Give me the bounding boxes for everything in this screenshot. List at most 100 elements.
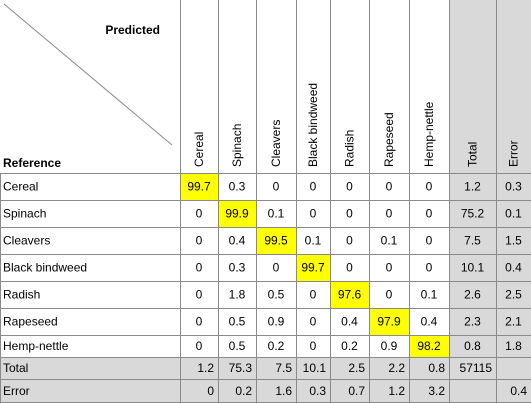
cell-bg-r0-c7 [449, 173, 496, 200]
col-header-3: Black bindweed [306, 83, 320, 167]
row-label-8: Error [3, 384, 30, 398]
cell-bg-r4-c7 [449, 281, 496, 308]
cell-bg-r1-c7 [449, 200, 496, 227]
cell-bg-r4-c8 [496, 281, 531, 308]
row-label-1: Spinach [3, 207, 46, 221]
cell-value-r8-c4: 0.7 [348, 384, 365, 398]
cell-bg-r3-c3 [296, 254, 330, 281]
cell-value-r1-c3: 0 [310, 207, 317, 221]
cell-bg-r6-c6 [409, 335, 449, 357]
row-label-bg-7 [0, 357, 180, 379]
row-label-4: Radish [3, 288, 40, 302]
cell-bg-r6-c8 [496, 335, 531, 357]
cell-value-r6-c8: 1.8 [505, 339, 522, 353]
cell-value-r5-c0: 0 [196, 315, 203, 329]
cell-value-r6-c2: 0.2 [268, 339, 285, 353]
cell-bg-r1-c1 [218, 200, 256, 227]
cell-bg-r8-c8 [496, 379, 531, 403]
cell-value-r5-c4: 0.4 [341, 315, 358, 329]
cell-value-r1-c8: 0.1 [505, 207, 522, 221]
row-label-bg-8 [0, 379, 180, 403]
cell-value-r1-c0: 0 [196, 207, 203, 221]
cell-value-r2-c2: 99.5 [264, 234, 288, 248]
cell-value-r7-c6: 0.8 [428, 361, 445, 375]
cell-bg-r2-c8 [496, 227, 531, 254]
cell-bg-r8-c0 [180, 379, 218, 403]
cell-bg-r7-c1 [218, 357, 256, 379]
cell-value-r3-c6: 0 [426, 261, 433, 275]
cell-bg-r8-c3 [296, 379, 330, 403]
cell-bg-r8-c1 [218, 379, 256, 403]
cell-value-r7-c2: 7.5 [275, 361, 292, 375]
cell-value-r5-c7: 2.3 [464, 315, 481, 329]
cell-value-r2-c7: 7.5 [464, 234, 481, 248]
cell-value-r3-c1: 0.3 [229, 261, 246, 275]
cell-value-r6-c6: 98.2 [417, 339, 441, 353]
cell-value-r4-c5: 0 [386, 288, 393, 302]
cell-bg-r5-c7 [449, 308, 496, 335]
cell-value-r8-c5: 1.2 [388, 384, 405, 398]
cell-value-r1-c2: 0.1 [268, 207, 285, 221]
cell-value-r5-c1: 0.5 [229, 315, 246, 329]
cell-value-r7-c4: 2.5 [348, 361, 365, 375]
cell-value-r3-c5: 0 [386, 261, 393, 275]
cell-value-r4-c8: 2.5 [505, 288, 522, 302]
cell-value-r0-c2: 0 [273, 180, 280, 194]
cell-value-r7-c0: 1.2 [197, 361, 214, 375]
cell-value-r0-c0: 99.7 [187, 180, 211, 194]
cell-bg-r3-c7 [449, 254, 496, 281]
row-label-3: Black bindweed [3, 261, 87, 275]
cell-bg-r8-c7 [449, 379, 496, 403]
cell-value-r8-c1: 0.2 [235, 384, 252, 398]
cell-value-r6-c0: 0 [196, 339, 203, 353]
cell-value-r6-c5: 0.9 [381, 339, 398, 353]
cell-value-r5-c8: 2.1 [505, 315, 522, 329]
cell-bg-r4-c4 [330, 281, 369, 308]
cell-value-r6-c7: 0.8 [464, 339, 481, 353]
cell-value-r7-c5: 2.2 [388, 361, 405, 375]
cell-bg-r0-c0 [180, 173, 218, 200]
cell-value-r0-c7: 1.2 [464, 180, 481, 194]
cell-value-r8-c0: 0 [207, 384, 214, 398]
row-label-7: Total [3, 361, 28, 375]
cell-value-r6-c1: 0.5 [229, 339, 246, 353]
row-label-5: Rapeseed [3, 315, 58, 329]
cell-value-r3-c2: 0 [273, 261, 280, 275]
cell-value-r6-c3: 0 [310, 339, 317, 353]
cell-value-r1-c6: 0 [426, 207, 433, 221]
cell-value-r4-c1: 1.8 [229, 288, 246, 302]
cell-value-r3-c3: 99.7 [301, 261, 325, 275]
cell-bg-r5-c5 [369, 308, 409, 335]
cell-value-r0-c4: 0 [346, 180, 353, 194]
cell-bg-r7-c0 [180, 357, 218, 379]
cell-bg-r0-c8 [496, 173, 531, 200]
col-header-7: Total [466, 142, 480, 167]
col-header-2: Cleavers [269, 120, 283, 167]
cell-bg-r8-c5 [369, 379, 409, 403]
col-header-bg-8 [496, 0, 531, 173]
cell-value-r2-c4: 0 [346, 234, 353, 248]
cell-bg-r7-c4 [330, 357, 369, 379]
cell-bg-r8-c6 [409, 379, 449, 403]
cell-value-r5-c2: 0.9 [268, 315, 285, 329]
cell-value-r0-c8: 0.3 [505, 180, 522, 194]
corner-diagonal-line [3, 3, 173, 146]
cell-value-r4-c7: 2.6 [464, 288, 481, 302]
cell-value-r1-c1: 99.9 [225, 207, 249, 221]
cell-value-r2-c1: 0.4 [229, 234, 246, 248]
cell-value-r7-c1: 75.3 [229, 361, 253, 375]
cell-value-r1-c4: 0 [346, 207, 353, 221]
reference-label: Reference [3, 156, 61, 170]
cell-value-r3-c0: 0 [196, 261, 203, 275]
col-header-1: Spinach [230, 124, 244, 167]
cell-value-r0-c6: 0 [426, 180, 433, 194]
cell-value-r8-c3: 0.3 [309, 384, 326, 398]
cell-bg-r5-c8 [496, 308, 531, 335]
cell-value-r8-c2: 1.6 [275, 384, 292, 398]
cell-value-r2-c3: 0.1 [305, 234, 322, 248]
cell-value-r4-c2: 0.5 [268, 288, 285, 302]
cell-value-r4-c4: 97.6 [338, 288, 362, 302]
cell-value-r7-c7: 57115 [460, 361, 493, 375]
